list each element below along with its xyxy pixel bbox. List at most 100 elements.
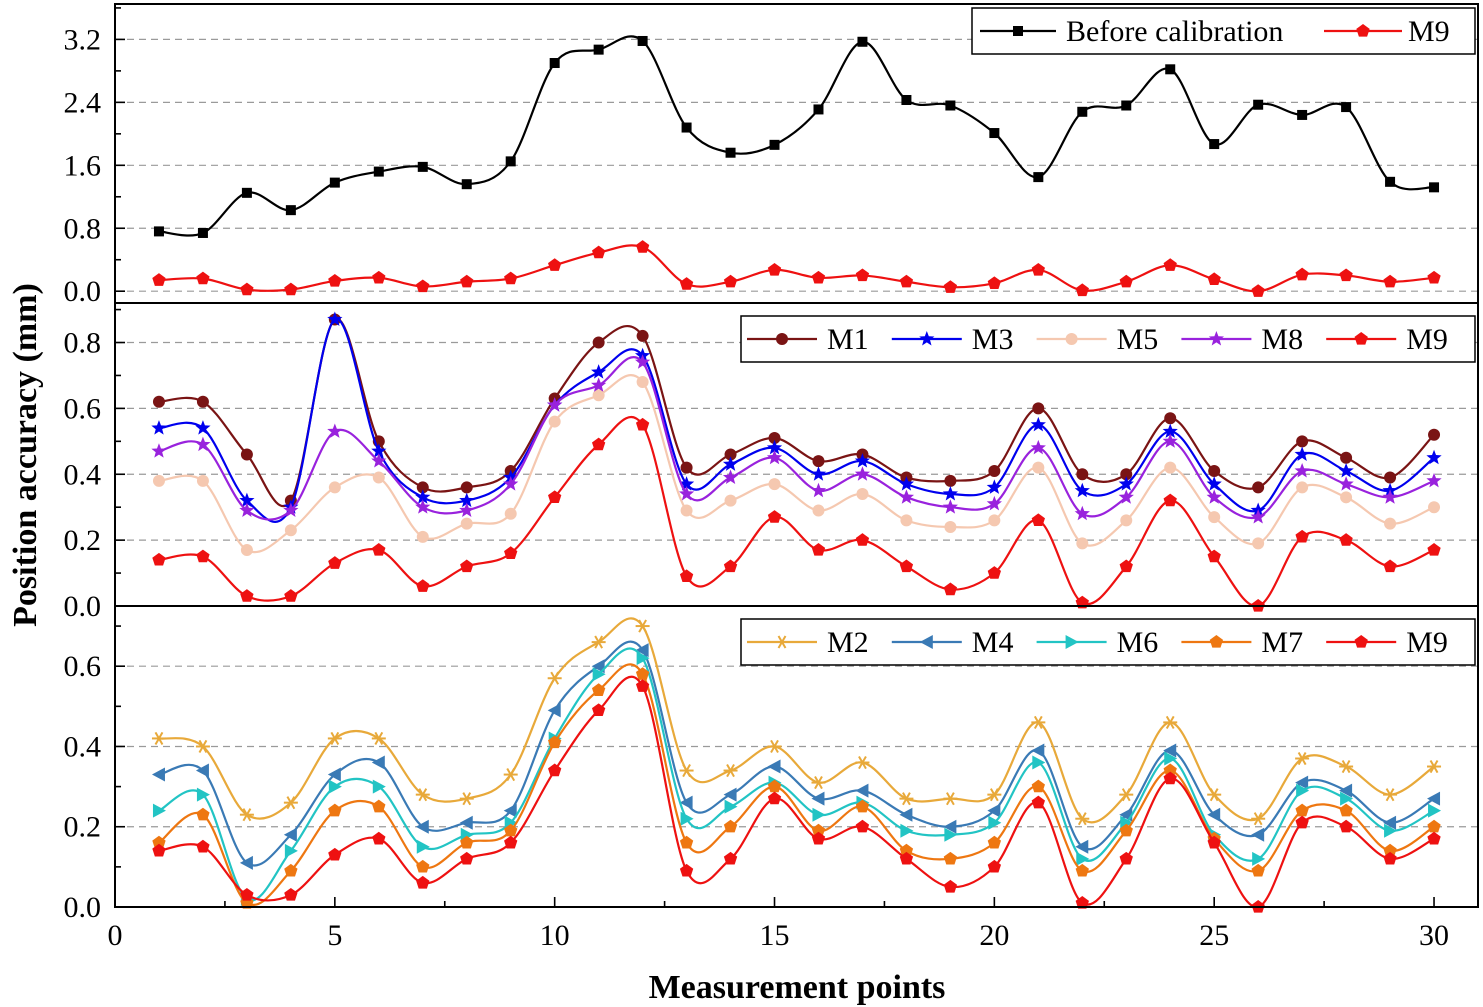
data-point <box>196 271 210 285</box>
series-before-calibration <box>153 35 1440 238</box>
data-point <box>724 448 737 461</box>
data-point <box>1383 851 1397 865</box>
data-point <box>240 887 254 901</box>
data-point <box>1428 501 1441 514</box>
data-point <box>151 731 166 746</box>
legend-label: M9 <box>1406 626 1448 659</box>
data-point <box>1252 537 1265 550</box>
data-point <box>1295 267 1309 281</box>
data-point <box>283 502 299 517</box>
legend: M1 M3 M5 M8 M9 <box>740 315 1476 363</box>
data-point <box>1251 812 1266 826</box>
data-point <box>679 569 694 583</box>
data-point <box>284 843 298 858</box>
data-point <box>987 276 1002 289</box>
data-point <box>1207 788 1222 802</box>
series-line <box>158 355 1435 521</box>
data-point <box>195 420 211 435</box>
data-point <box>327 311 343 326</box>
data-point <box>1338 462 1354 478</box>
data-point <box>503 803 517 818</box>
data-point <box>1339 268 1353 282</box>
series-m6 <box>152 647 1442 906</box>
data-point <box>504 835 518 849</box>
data-point <box>1296 435 1309 448</box>
data-point <box>459 792 474 806</box>
data-point <box>1339 783 1353 798</box>
data-point <box>1251 863 1265 877</box>
panel-middle: 0.0 0.2 0.4 0.6 0.8 M1 M3 M5 M8 M9 <box>64 302 1479 623</box>
data-point <box>768 432 781 445</box>
data-point <box>854 453 871 468</box>
data-point <box>1075 812 1090 826</box>
data-point <box>1427 543 1441 556</box>
data-point <box>459 502 475 517</box>
data-point <box>855 755 870 770</box>
legend: Before calibration M9 <box>971 7 1476 55</box>
data-point <box>766 449 783 465</box>
series-line <box>158 663 1435 906</box>
legend-marker <box>1065 635 1079 649</box>
x-tick-label: 0 <box>108 919 123 952</box>
data-point <box>1163 763 1177 777</box>
data-point <box>1075 895 1089 909</box>
legend-marker <box>919 331 935 346</box>
data-point <box>196 807 210 821</box>
data-point <box>152 474 165 487</box>
data-point <box>592 667 606 682</box>
data-point <box>1031 743 1045 758</box>
data-point <box>811 776 826 790</box>
data-point <box>460 851 474 865</box>
data-point <box>372 779 386 794</box>
data-point <box>1295 803 1309 817</box>
data-point <box>767 510 782 523</box>
y-tick-label: 0.8 <box>64 327 102 360</box>
series-line <box>158 35 1435 237</box>
y-tick-label: 0.0 <box>64 590 102 623</box>
data-point <box>548 763 562 777</box>
legend-marker <box>1356 24 1370 37</box>
data-point <box>943 792 958 806</box>
legend-marker <box>1065 333 1078 345</box>
data-point <box>1032 461 1045 474</box>
data-point <box>1207 549 1221 563</box>
data-point <box>284 887 298 901</box>
data-point <box>1296 481 1309 494</box>
data-point <box>1251 284 1265 297</box>
data-point <box>1118 489 1134 504</box>
data-point <box>1033 172 1044 183</box>
data-point <box>1163 715 1178 729</box>
data-point <box>371 453 387 468</box>
series-m2 <box>151 617 1442 826</box>
data-point <box>591 659 605 674</box>
data-point <box>547 671 562 685</box>
y-tick-label: 0.8 <box>64 212 102 245</box>
data-point <box>1119 274 1133 288</box>
data-point <box>1426 472 1442 488</box>
series-m4 <box>151 640 1441 870</box>
data-point <box>679 835 694 849</box>
data-point <box>329 177 340 188</box>
data-point <box>899 807 913 822</box>
data-point <box>504 546 518 559</box>
data-point <box>416 279 430 293</box>
data-point <box>723 851 738 865</box>
x-tick-label: 30 <box>1419 919 1449 952</box>
x-axis-title: Measurement points <box>649 969 946 1006</box>
data-point <box>811 543 826 556</box>
data-point <box>1120 468 1133 481</box>
data-point <box>372 799 386 813</box>
data-point <box>1339 533 1353 546</box>
data-point <box>327 731 342 746</box>
data-point <box>459 815 473 830</box>
data-point <box>1295 815 1309 829</box>
data-point <box>1252 481 1265 494</box>
data-point <box>945 100 956 111</box>
series-m9 <box>152 416 1441 612</box>
data-point <box>591 437 606 451</box>
y-tick-label: 0.2 <box>64 524 102 557</box>
data-point <box>548 490 562 503</box>
data-point <box>899 559 914 573</box>
y-tick-label: 0.6 <box>64 650 102 683</box>
legend-item: M2 <box>747 626 869 659</box>
